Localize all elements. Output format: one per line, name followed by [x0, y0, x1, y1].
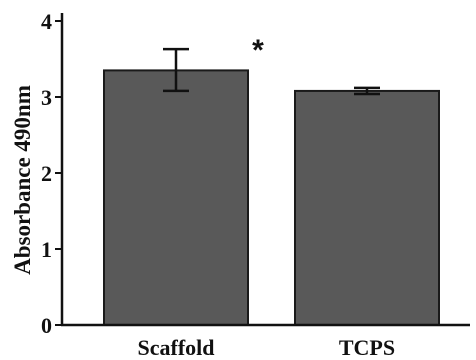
y-tick-label-4: 4 [41, 9, 52, 34]
y-tick-label-0: 0 [41, 313, 52, 338]
significance-marker: * [252, 34, 264, 67]
bar-scaffold [103, 69, 249, 327]
error-bars-layer [163, 47, 380, 96]
y-tick-label-1: 1 [41, 237, 52, 262]
bar-tcps [294, 89, 440, 326]
y-tick-label-2: 2 [41, 161, 52, 186]
annotations-layer: * [252, 34, 264, 67]
y-tick-label-3: 3 [41, 85, 52, 110]
x-tick-label-tcps: TCPS [339, 335, 395, 360]
y-axis: 0 1 2 3 4 [41, 9, 64, 338]
bars-layer [103, 69, 440, 327]
y-axis-title: Absorbance 490nm [10, 85, 35, 275]
x-axis: Scaffold TCPS [61, 323, 470, 360]
x-tick-label-scaffold: Scaffold [138, 335, 215, 360]
